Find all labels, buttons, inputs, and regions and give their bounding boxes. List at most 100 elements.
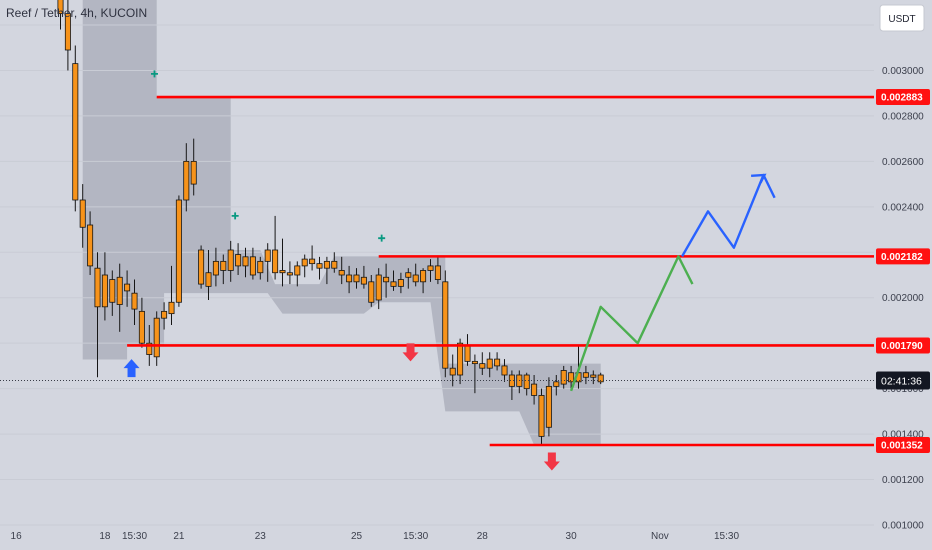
candle-47: [405, 268, 412, 289]
y-tick-label: 0.002000: [882, 293, 924, 304]
candle-body: [109, 279, 116, 303]
candle-22: [220, 254, 227, 285]
candle-body: [560, 370, 567, 385]
candle-body: [57, 0, 64, 15]
x-tick-label: 18: [99, 531, 111, 542]
plus-marker-icon: [150, 70, 158, 78]
candle-body: [523, 374, 530, 390]
x-tick-label: Nov: [651, 531, 669, 542]
candle-15: [168, 265, 175, 325]
candle-63: [523, 372, 530, 396]
candle-10: [131, 279, 138, 325]
x-tick-label: 25: [351, 531, 363, 542]
currency-button[interactable]: USDT: [879, 4, 925, 32]
candle-body: [375, 274, 382, 301]
candle-body: [257, 260, 264, 274]
candle-9: [124, 270, 131, 307]
candle-2: [72, 45, 79, 212]
candle-67: [553, 375, 560, 396]
candle-body: [116, 276, 123, 305]
level-badge-label: 0.002883: [881, 93, 923, 104]
candle-body: [449, 367, 456, 376]
candle-16: [175, 195, 182, 307]
candle-body: [72, 63, 79, 201]
y-tick-label: 0.001600: [882, 384, 924, 395]
candle-19: [198, 245, 205, 289]
candle-body: [442, 281, 449, 369]
y-tick-label: 0.002400: [882, 202, 924, 213]
candle-17: [183, 143, 190, 212]
candle-body: [368, 281, 375, 303]
candle-59: [494, 352, 501, 371]
currency-button-label[interactable]: USDT: [888, 14, 915, 25]
candle-body: [486, 358, 493, 369]
candle-11: [138, 297, 145, 348]
level-badge-2: [876, 337, 930, 354]
y-tick-label: 0.001000: [882, 521, 924, 532]
x-tick-label: 16: [11, 531, 23, 542]
candle-body: [272, 249, 279, 274]
candle-body: [353, 274, 360, 283]
candle-3: [79, 184, 86, 248]
level-badge-1: [876, 248, 930, 265]
y-tick-label: 0.001200: [882, 475, 924, 486]
candle-26: [249, 247, 256, 280]
candle-49: [420, 268, 427, 294]
x-tick-label: 15:30: [714, 531, 739, 542]
candle-body: [316, 263, 323, 269]
candle-0: [57, 0, 64, 30]
level-badge-3: [876, 437, 930, 453]
countdown-badge: [876, 371, 930, 390]
y-tick-label: 0.003000: [882, 66, 924, 77]
x-tick-label: 30: [566, 531, 578, 542]
candle-body: [264, 249, 271, 262]
range-band-layer: [82, 0, 601, 445]
candle-72: [590, 370, 597, 385]
candle-body: [412, 274, 419, 283]
candle-38: [338, 256, 345, 285]
candle-23: [227, 240, 234, 282]
level-badge-label: 0.002182: [881, 252, 923, 263]
candle-32: [294, 261, 301, 287]
candle-14: [161, 302, 168, 330]
level-badge-label: 0.001790: [881, 341, 923, 352]
candle-53: [449, 354, 456, 387]
x-tick-label: 21: [173, 531, 185, 542]
plus-marker-icon: [231, 212, 239, 220]
candle-body: [146, 342, 153, 355]
candle-4: [87, 211, 94, 275]
candle-43: [375, 268, 382, 310]
candle-body: [590, 374, 597, 378]
candle-body: [242, 256, 249, 267]
candle-66: [545, 377, 552, 437]
down-arrow-icon: [402, 343, 419, 362]
levels-layer: [0, 95, 874, 447]
candle-body: [153, 317, 160, 358]
candle-57: [479, 352, 486, 375]
currency-button-frame[interactable]: [879, 4, 925, 32]
candle-69: [568, 365, 575, 389]
candle-41: [360, 265, 367, 289]
candle-body: [279, 270, 286, 274]
candle-body: [464, 345, 471, 362]
down-arrow-icon: [543, 452, 560, 471]
marks-layer: [123, 70, 776, 471]
candle-42: [368, 275, 375, 307]
candle-body: [294, 265, 301, 276]
candle-73: [597, 372, 604, 385]
axes-layer: 0.0032000.0030000.0028000.0026000.002400…: [11, 21, 930, 542]
y-tick-label: 0.001400: [882, 430, 924, 441]
candle-body: [338, 270, 345, 276]
candle-body: [309, 258, 316, 265]
candle-body: [79, 199, 86, 228]
candle-body: [323, 260, 330, 269]
candle-body: [457, 342, 464, 376]
candle-5: [94, 252, 101, 378]
candle-body: [390, 281, 397, 287]
candle-body: [331, 260, 338, 269]
grid-layer: [0, 24, 874, 526]
candle-52: [442, 270, 449, 378]
candle-body: [582, 372, 589, 378]
candle-33: [301, 254, 308, 278]
